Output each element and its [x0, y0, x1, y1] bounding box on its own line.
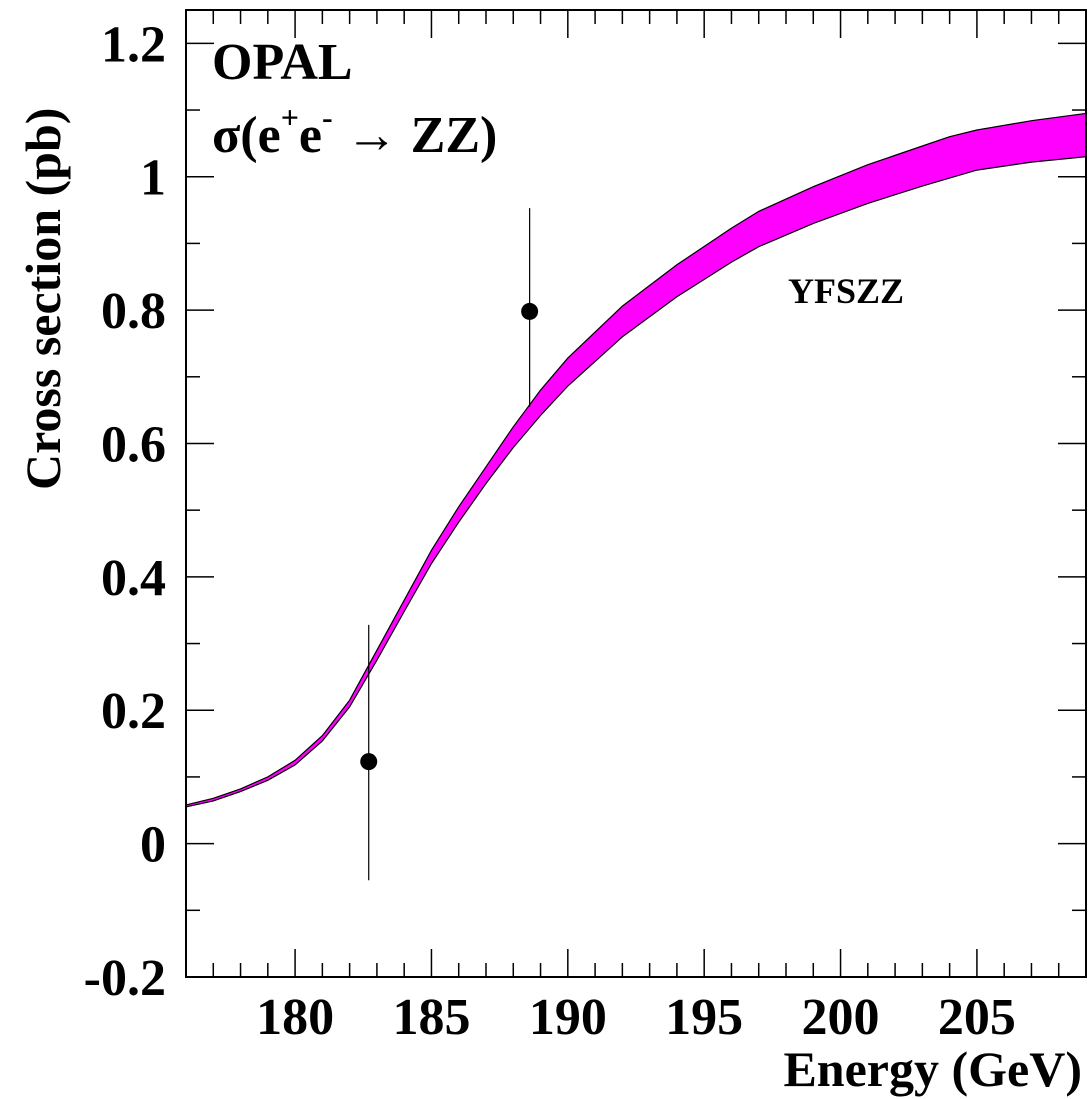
band-label: YFSZZ — [788, 271, 904, 311]
plot-subtitle: σ(e+e- → ZZ) — [212, 99, 497, 164]
y-tick-label: 0.8 — [101, 283, 166, 340]
data-point-1 — [360, 753, 378, 771]
y-tick-label: 0 — [140, 817, 166, 874]
y-axis-title: Cross section (pb) — [15, 108, 71, 490]
y-tick-label: 0.2 — [101, 683, 166, 740]
y-tick-label: 1.2 — [101, 16, 166, 73]
y-tick-label: 0.6 — [101, 416, 166, 473]
yfszz-band — [185, 112, 1087, 808]
y-tick-label: 0.4 — [101, 550, 166, 607]
x-tick-label: 205 — [938, 989, 1016, 1046]
x-axis-title: Energy (GeV) — [783, 1041, 1082, 1097]
points-layer — [360, 208, 539, 881]
subtitle-plus: + — [281, 99, 299, 135]
plot-frame — [185, 9, 1087, 978]
data-point-2 — [521, 302, 539, 320]
y-tick-label: 1 — [140, 150, 166, 207]
axes-layer: 180 185 190 195 200 205 -0.2 0 0.2 0.4 0.6 0.8 1 1.2 — [84, 9, 1087, 1046]
subtitle-minus: - — [322, 99, 333, 135]
x-tick-label: 185 — [392, 989, 470, 1046]
subtitle-sigma: σ(e — [212, 107, 281, 164]
y-tick-label: -0.2 — [84, 950, 166, 1007]
band-layer — [185, 112, 1087, 808]
subtitle-e: e — [299, 107, 322, 164]
x-tick-label: 190 — [529, 989, 607, 1046]
plot-title: OPAL — [212, 34, 353, 91]
x-tick-label: 200 — [802, 989, 880, 1046]
subtitle-arrow: → ZZ) — [333, 107, 498, 164]
x-tick-label: 180 — [256, 989, 334, 1046]
x-tick-label: 195 — [665, 989, 743, 1046]
